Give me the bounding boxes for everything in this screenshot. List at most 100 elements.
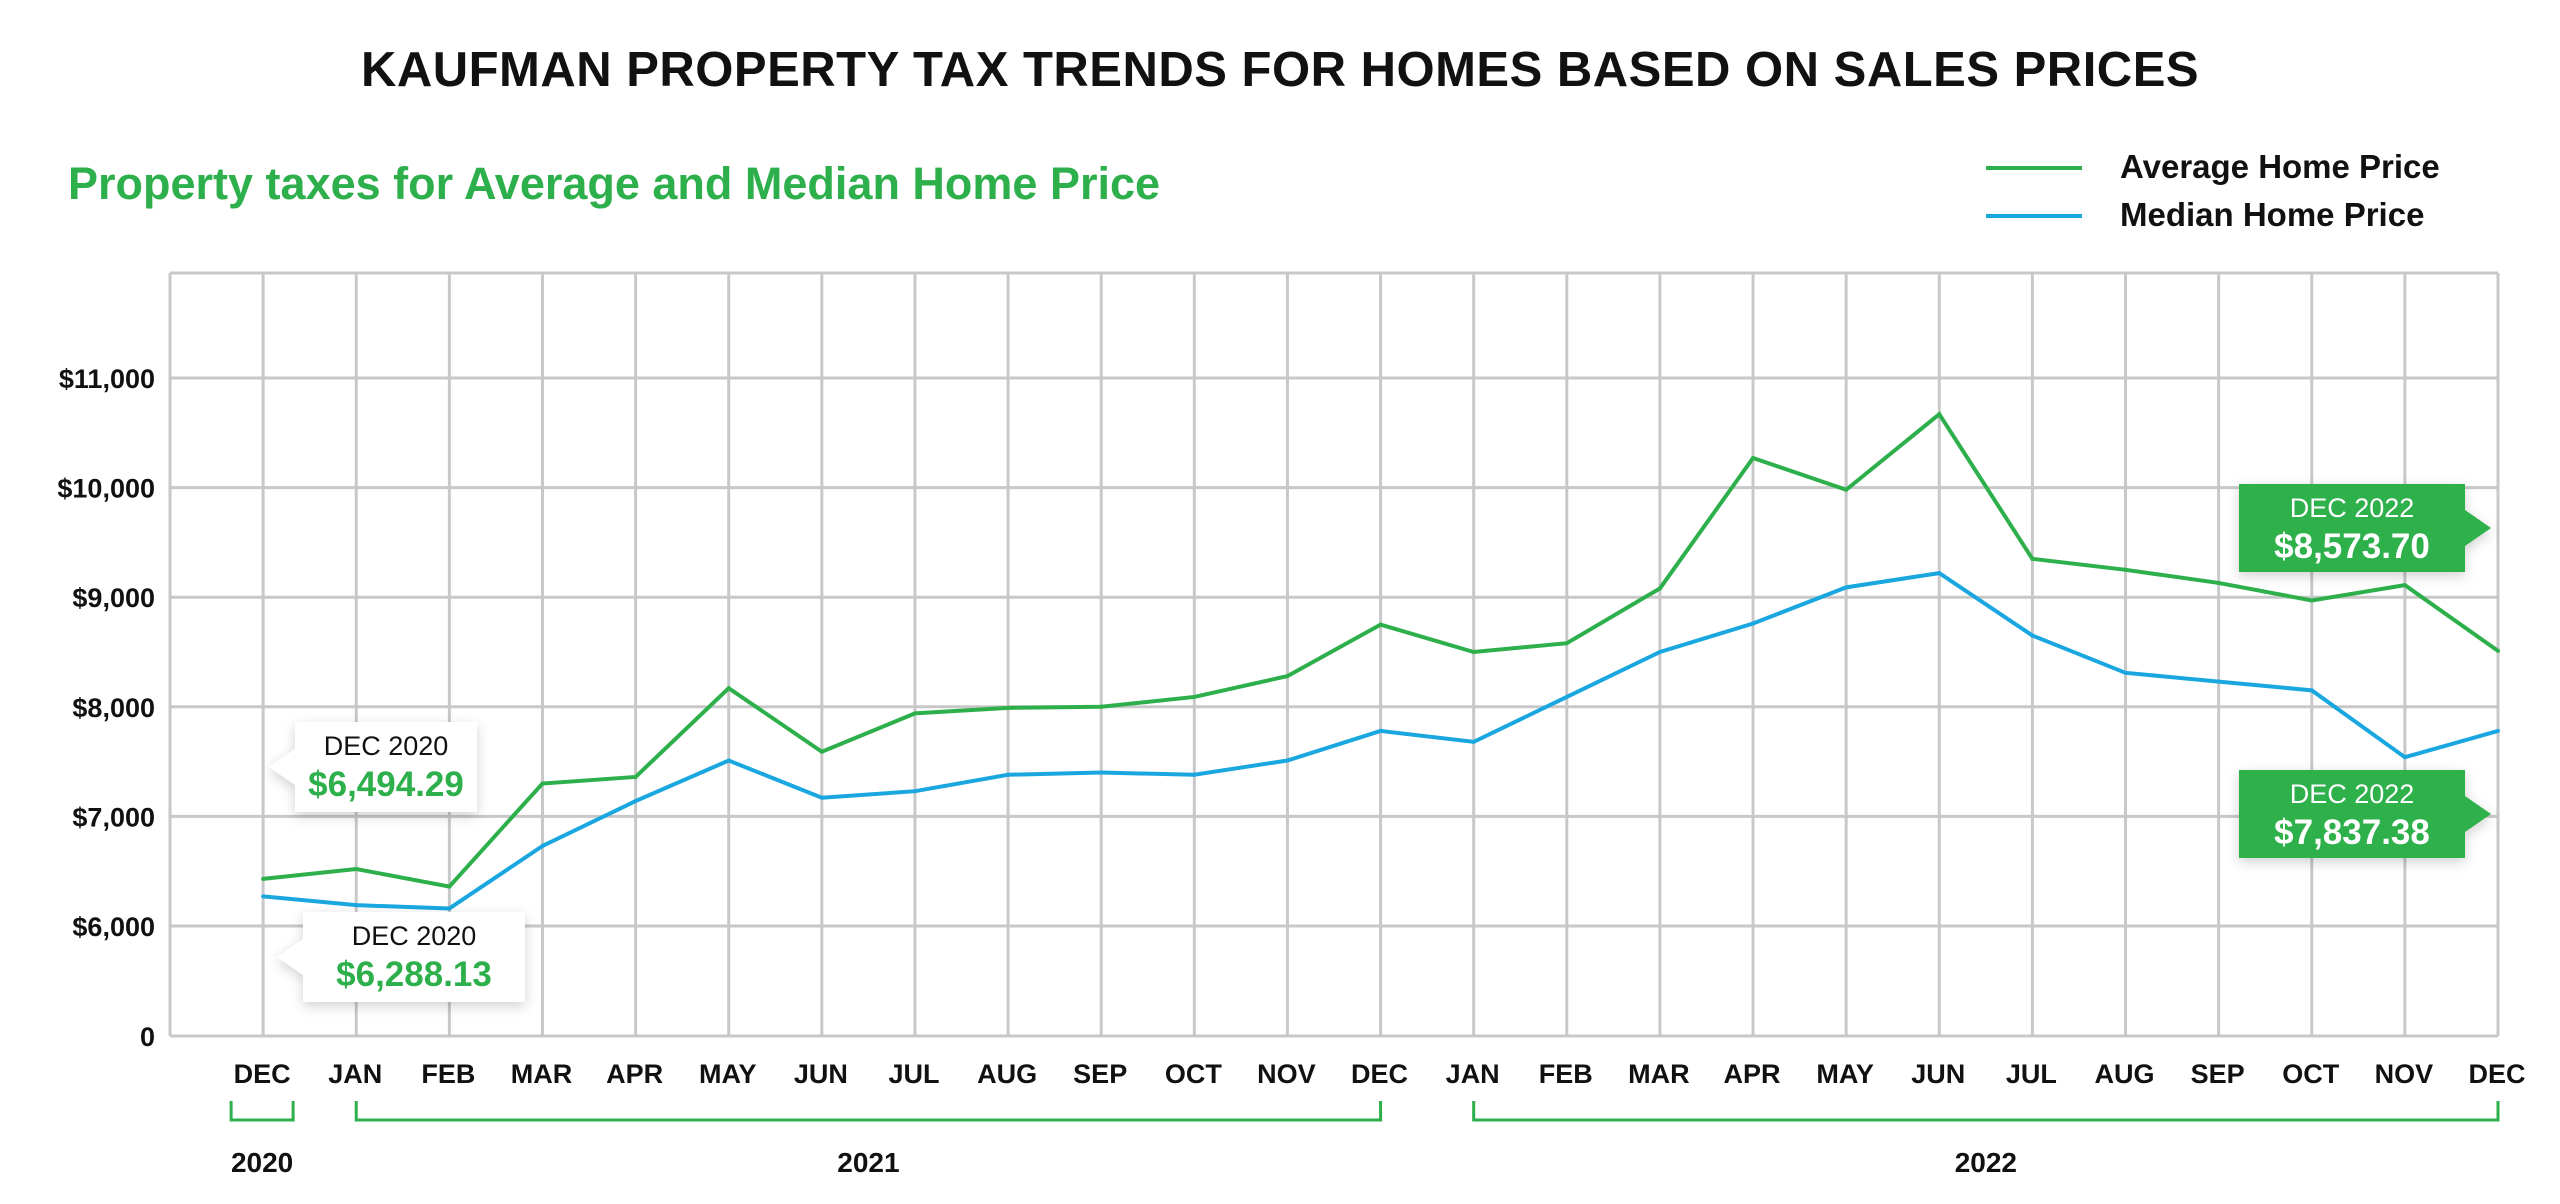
x-tick-label: MAR <box>511 1059 573 1089</box>
data-point-average <box>2030 556 2035 561</box>
data-point-average <box>726 686 731 691</box>
x-tick-label: OCT <box>2282 1059 2340 1089</box>
year-groups: 2020 2021 2022 <box>229 1101 2500 1178</box>
data-point-average <box>1751 456 1756 461</box>
data-point-average <box>354 867 359 872</box>
data-point-average <box>1844 487 1849 492</box>
x-tick-label: NOV <box>1257 1059 1316 1089</box>
y-tick-label: 0 <box>140 1022 155 1052</box>
x-tick-label: MAR <box>1628 1059 1690 1089</box>
data-point-average <box>2123 567 2128 572</box>
data-point-average <box>1285 674 1290 679</box>
data-point-median <box>2496 728 2500 733</box>
x-tick-label: SEP <box>1073 1059 1127 1089</box>
callout-value: $7,837.38 <box>2274 813 2430 852</box>
data-point-median <box>912 789 917 794</box>
data-point-median <box>447 906 452 911</box>
x-tick-label: DEC <box>234 1059 291 1089</box>
data-point-median <box>540 843 545 848</box>
callout-box <box>2239 484 2491 572</box>
data-point-average <box>261 876 266 881</box>
x-axis: DEC JAN FEB MAR APR MAY JUN JUL AUG SEP OCT NOV DEC J… <box>234 1059 2526 1089</box>
x-tick-label: AUG <box>977 1059 1037 1089</box>
data-point-median <box>726 758 731 763</box>
x-tick-label: DEC <box>2468 1059 2525 1089</box>
callout-period: DEC 2022 <box>2290 779 2415 809</box>
callout-period: DEC 2022 <box>2290 493 2415 523</box>
callout-box <box>277 912 525 1002</box>
y-axis: 0 $6,000 $7,000 $8,000 $9,000 $10,000 $11,000 <box>57 364 155 1052</box>
x-tick-label: JUN <box>794 1059 848 1089</box>
data-point-average <box>912 711 917 716</box>
grid <box>168 271 2500 1038</box>
callout-period: DEC 2020 <box>352 921 477 951</box>
data-point-median <box>354 903 359 908</box>
y-tick-label: $11,000 <box>59 364 155 394</box>
data-point-median <box>1099 770 1104 775</box>
data-point-median <box>1285 758 1290 763</box>
data-point-average <box>633 774 638 779</box>
data-point-median <box>1006 772 1011 777</box>
data-point-median <box>1378 728 1383 733</box>
callout-value: $6,494.29 <box>308 765 464 804</box>
callout-value: $6,288.13 <box>336 955 492 994</box>
y-tick-label: $9,000 <box>72 583 155 613</box>
legend-swatch-median <box>1986 214 2082 218</box>
data-point-median <box>1471 739 1476 744</box>
year-label: 2022 <box>1955 1147 2017 1178</box>
data-point-average <box>2402 583 2407 588</box>
x-tick-label: MAY <box>1816 1059 1874 1089</box>
data-point-average <box>1192 694 1197 699</box>
year-bracket <box>1472 1101 2500 1122</box>
data-point-median <box>261 894 266 899</box>
y-tick-label: $8,000 <box>72 693 155 723</box>
x-tick-label: SEP <box>2191 1059 2245 1089</box>
y-tick-label: $7,000 <box>72 802 155 832</box>
data-point-median <box>2030 633 2035 638</box>
data-point-median <box>1192 772 1197 777</box>
data-point-median <box>1844 585 1849 590</box>
data-point-average <box>819 749 824 754</box>
data-point-median <box>2402 755 2407 760</box>
year-bracket <box>229 1101 295 1122</box>
data-point-median <box>2216 679 2221 684</box>
callout-box <box>269 722 477 812</box>
series-lines <box>261 411 2500 911</box>
data-point-average <box>1657 586 1662 591</box>
legend-label-average: Average Home Price <box>2120 148 2440 185</box>
data-point-median <box>1564 694 1569 699</box>
data-point-average <box>1378 622 1383 627</box>
data-point-median <box>1657 650 1662 654</box>
legend-swatch-average <box>1986 166 2082 170</box>
data-point-average <box>447 884 452 889</box>
data-point-median <box>1751 621 1756 626</box>
value-callout: DEC 2022 $8,573.70 <box>2239 484 2491 572</box>
data-point-average <box>1006 705 1011 710</box>
x-tick-label: JUL <box>888 1059 939 1089</box>
year-label: 2020 <box>231 1147 293 1178</box>
callout-period: DEC 2020 <box>324 731 449 761</box>
data-point-average <box>1099 704 1104 709</box>
x-tick-label: NOV <box>2375 1059 2434 1089</box>
x-tick-label: OCT <box>1165 1059 1223 1089</box>
x-tick-label: JAN <box>328 1059 382 1089</box>
chart-title: KAUFMAN PROPERTY TAX TRENDS FOR HOMES BA… <box>360 43 2200 97</box>
data-point-average <box>2496 648 2500 653</box>
data-point-average <box>540 781 545 786</box>
x-tick-label: JAN <box>1446 1059 1500 1089</box>
value-callout: DEC 2020 $6,494.29 <box>269 722 477 812</box>
x-tick-label: DEC <box>1351 1059 1408 1089</box>
y-tick-label: $6,000 <box>72 912 155 942</box>
data-point-average <box>2309 598 2314 603</box>
x-tick-label: JUL <box>2006 1059 2057 1089</box>
data-point-average <box>2216 580 2221 585</box>
year-bracket <box>354 1101 1383 1122</box>
chart-subtitle: Property taxes for Average and Median Ho… <box>68 158 1161 209</box>
x-tick-label: JUN <box>1911 1059 1965 1089</box>
value-callout: DEC 2020 $6,288.13 <box>277 912 525 1002</box>
x-tick-label: APR <box>1724 1059 1781 1089</box>
x-tick-label: AUG <box>2095 1059 2155 1089</box>
data-point-median <box>2123 670 2128 675</box>
